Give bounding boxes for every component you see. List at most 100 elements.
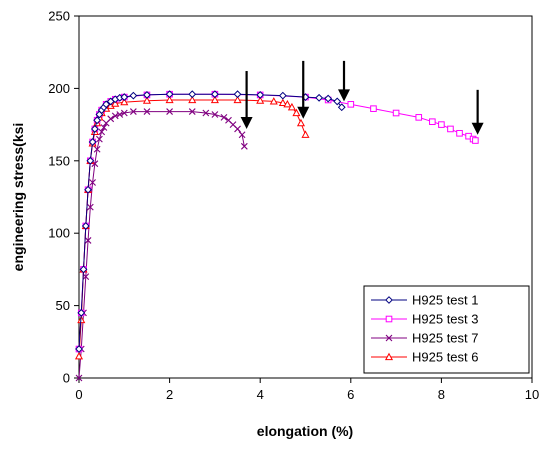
x-tick-label: 0	[75, 387, 82, 402]
x-axis: 0 2 4 6 8 10	[75, 378, 539, 402]
data-point	[120, 97, 129, 106]
data-point	[202, 109, 210, 117]
data-point	[143, 108, 151, 115]
data-point	[278, 98, 287, 106]
data-point	[269, 97, 278, 105]
data-point	[79, 265, 88, 274]
data-point	[86, 156, 95, 165]
annotation-arrow-head	[240, 116, 253, 129]
data-point	[234, 125, 241, 133]
y-tick-label: 100	[48, 226, 70, 241]
data-point	[210, 95, 219, 104]
data-point	[238, 131, 246, 139]
data-point	[100, 124, 108, 131]
data-point	[93, 116, 102, 125]
data-point	[429, 118, 436, 126]
annotation-arrow-head	[338, 89, 351, 102]
data-point	[95, 135, 103, 143]
data-point	[392, 109, 400, 117]
legend-marker	[384, 352, 394, 361]
x-tick-label: 2	[166, 387, 173, 402]
annotation-layer	[240, 60, 484, 135]
data-point	[233, 90, 242, 99]
x-tick-label: 4	[257, 387, 264, 402]
data-point	[370, 105, 377, 112]
x-axis-title: elongation (%)	[257, 423, 353, 439]
data-point	[74, 351, 84, 360]
data-point	[438, 121, 445, 128]
data-point	[142, 96, 151, 104]
data-point	[89, 179, 96, 186]
data-point	[210, 90, 219, 99]
data-point	[283, 99, 292, 108]
data-point	[301, 130, 310, 138]
data-point	[233, 95, 242, 104]
data-point	[278, 91, 287, 100]
data-point	[166, 108, 173, 115]
x-tick-label: 6	[347, 387, 354, 402]
legend-label: H925 test 3	[412, 312, 479, 327]
data-point	[447, 125, 454, 133]
data-point	[256, 91, 265, 99]
legend-marker	[385, 334, 393, 342]
data-point	[77, 308, 86, 317]
data-point	[111, 112, 119, 120]
data-point	[415, 114, 423, 121]
legend-marker	[385, 296, 393, 304]
data-point	[188, 108, 196, 115]
data-point	[256, 96, 265, 104]
y-axis: 0 50 100 150 200 250	[48, 9, 79, 386]
data-point	[287, 102, 296, 111]
x-tick-label: 8	[438, 387, 445, 402]
y-tick-label: 200	[48, 81, 70, 96]
data-point	[129, 91, 138, 100]
data-point	[220, 113, 228, 121]
annotation-arrow-head	[297, 106, 310, 119]
data-point	[188, 95, 197, 104]
data-point	[116, 111, 124, 118]
legend-label: H925 test 6	[412, 350, 479, 365]
data-point	[93, 145, 101, 153]
data-point	[111, 99, 120, 107]
legend: H925 test 1 H925 test 3 H925 test 7 H925 te…	[363, 285, 530, 374]
data-point	[84, 185, 92, 194]
data-point	[165, 95, 174, 104]
series-1	[75, 90, 346, 353]
data-point	[324, 94, 333, 103]
data-point	[211, 111, 219, 118]
data-point	[240, 142, 248, 150]
data-point	[98, 128, 106, 136]
data-point	[75, 345, 83, 353]
data-point	[90, 125, 99, 133]
legend-marker	[385, 315, 393, 323]
data-point	[456, 129, 463, 137]
legend-label: H925 test 1	[412, 293, 479, 308]
y-tick-label: 250	[48, 9, 70, 24]
data-point	[107, 115, 115, 123]
annotation-arrow-head	[471, 122, 484, 135]
data-point	[120, 93, 129, 101]
data-point	[315, 93, 323, 102]
data-point	[143, 91, 151, 99]
y-tick-label: 150	[48, 153, 70, 168]
data-point	[84, 237, 92, 244]
data-point	[102, 100, 111, 109]
legend-label: H925 test 7	[412, 331, 479, 346]
y-tick-label: 0	[63, 371, 70, 386]
data-point	[188, 90, 197, 99]
data-point	[86, 203, 94, 211]
data-point	[165, 90, 174, 99]
data-point	[81, 222, 90, 230]
data-point	[88, 138, 97, 146]
data-point	[337, 103, 346, 112]
series-layer	[74, 90, 479, 382]
x-tick-label: 10	[525, 387, 539, 402]
data-point	[75, 374, 83, 382]
data-point	[347, 101, 355, 108]
data-point	[296, 118, 306, 127]
data-point	[333, 97, 342, 106]
data-point	[292, 108, 301, 117]
data-point	[472, 137, 479, 144]
y-tick-label: 50	[56, 298, 70, 313]
